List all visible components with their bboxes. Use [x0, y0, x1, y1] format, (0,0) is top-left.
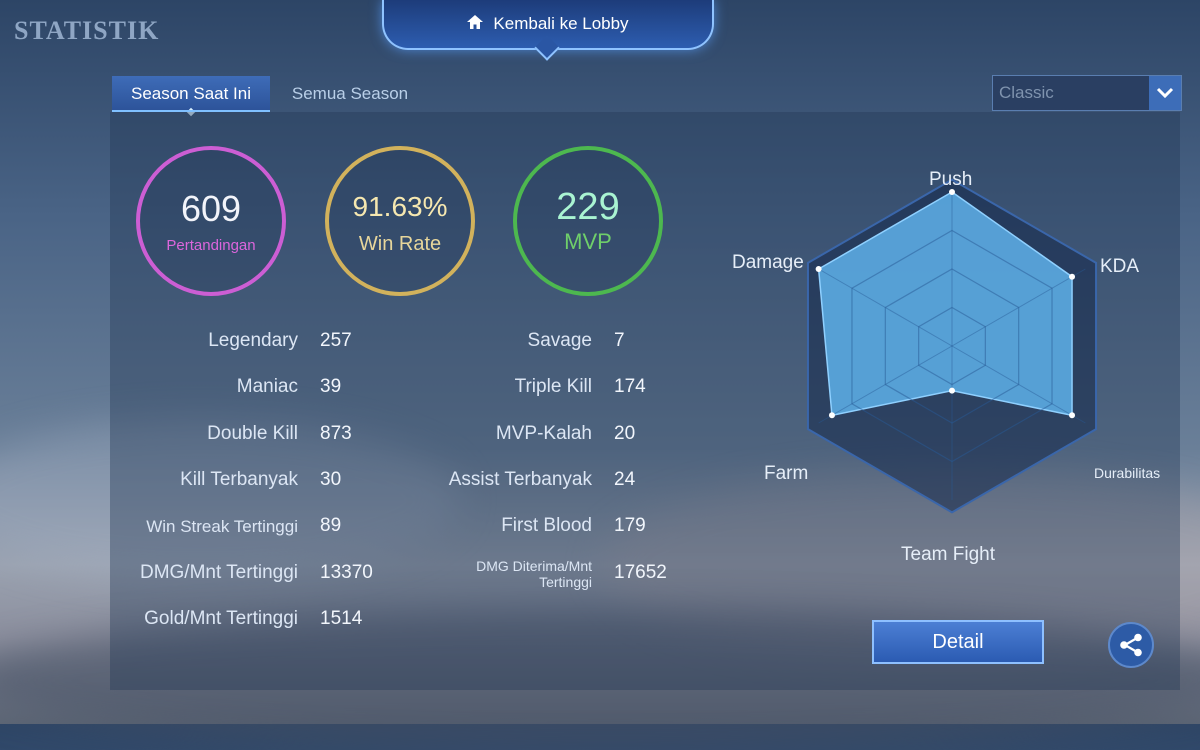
mode-select[interactable]: Classic — [992, 75, 1182, 111]
matches-value: 609 — [180, 187, 242, 229]
stat-label: MVP-Kalah — [495, 423, 592, 444]
stat-value: 17652 — [614, 562, 667, 583]
back-to-lobby-button[interactable]: Kembali ke Lobby — [382, 0, 714, 61]
tab-all-seasons-label: Semua Season — [291, 84, 409, 103]
radar-point — [815, 266, 822, 272]
radar-grid-ring — [851, 229, 1053, 463]
radar-point — [1069, 412, 1076, 419]
radar-axis-label: Durabilitas — [1094, 465, 1161, 481]
stat-value: 174 — [614, 376, 646, 397]
radar-axis-label: Team Fight — [901, 544, 995, 565]
page-title: STATISTIK — [14, 16, 160, 45]
stat-value: 7 — [614, 330, 625, 351]
stat-label: Gold/Mnt Tertinggi — [144, 608, 298, 629]
stat-value: 257 — [320, 330, 352, 351]
tab-current-season[interactable]: Season Saat Ini — [112, 76, 270, 117]
mvp-circle: 229 MVP — [513, 146, 663, 296]
radar-point — [949, 189, 955, 195]
radar-point — [949, 387, 955, 394]
back-to-lobby-label: Kembali ke Lobby — [493, 14, 629, 33]
radar-spoke — [951, 268, 1086, 347]
radar-grid-ring — [918, 306, 986, 386]
stat-value: 873 — [320, 423, 352, 444]
matches-label: Pertandingan — [166, 236, 256, 254]
stat-label: Legendary — [208, 330, 298, 351]
radar-axis-label: Farm — [764, 463, 809, 484]
stat-label: Win Streak Tertinggi — [146, 517, 298, 536]
stat-label: DMG Diterima/Mnt Tertinggi — [476, 558, 592, 590]
radar-point — [1069, 273, 1076, 280]
radar-axis-label: KDA — [1100, 256, 1140, 277]
stat-label: Kill Terbanyak — [180, 469, 298, 490]
stat-label: First Blood — [501, 515, 592, 536]
stat-value: 30 — [320, 469, 342, 490]
stat-label: Maniac — [236, 376, 298, 397]
mode-select-value: Classic — [999, 83, 1054, 102]
tab-current-season-label: Season Saat Ini — [130, 84, 252, 103]
mvp-value: 229 — [556, 186, 620, 228]
radar-grid-ring — [884, 268, 1020, 424]
home-icon — [467, 14, 484, 34]
stat-label: Double Kill — [207, 423, 298, 444]
win-rate-label: Win Rate — [358, 232, 442, 255]
stat-value: 39 — [320, 376, 342, 397]
stat-value: 24 — [614, 469, 636, 490]
matches-circle: 609 Pertandingan — [136, 146, 286, 296]
stat-label: Savage — [527, 330, 592, 351]
share-icon[interactable] — [1108, 622, 1154, 668]
chevron-down-icon[interactable] — [1149, 76, 1181, 110]
stat-value: 179 — [614, 515, 646, 536]
detail-button[interactable]: Detail — [872, 620, 1044, 664]
radar-point — [828, 412, 835, 419]
radar-spoke — [818, 345, 953, 424]
mvp-label: MVP — [564, 229, 612, 254]
stat-label: Assist Terbanyak — [448, 469, 592, 490]
radar-spoke — [951, 345, 1086, 424]
stat-label: Triple Kill — [514, 376, 592, 397]
radar-axis-label: Damage — [732, 252, 804, 273]
stat-value: 89 — [320, 515, 342, 536]
stat-label: DMG/Mnt Tertinggi — [139, 562, 298, 583]
stat-value: 13370 — [320, 562, 373, 583]
stat-value: 1514 — [320, 608, 363, 629]
radar-value-area — [817, 191, 1073, 417]
stat-value: 20 — [614, 423, 636, 444]
win-rate-circle: 91.63% Win Rate — [325, 146, 475, 296]
radar-axis-label: Push — [929, 169, 973, 190]
radar-spoke — [818, 268, 953, 347]
radar-chart — [806, 178, 1098, 514]
tab-all-seasons[interactable]: Semua Season — [282, 76, 418, 112]
win-rate-value: 91.63% — [352, 190, 448, 222]
